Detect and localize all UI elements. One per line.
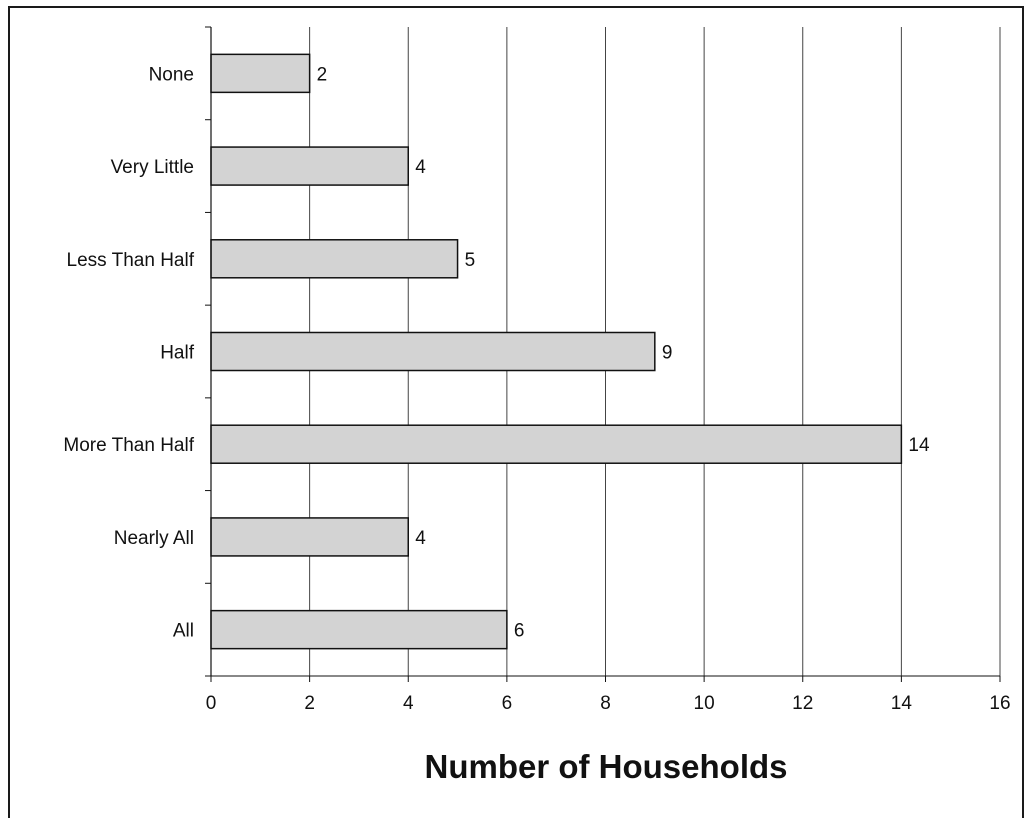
x-tick-label: 2 [304,693,315,714]
x-tick-label: 10 [694,693,715,714]
x-tick-label: 14 [891,693,913,714]
category-label: Nearly All [114,528,194,549]
x-axis-title: Number of Households [424,748,787,785]
bar [211,332,655,370]
bar [211,611,507,649]
x-tick-label: 12 [792,693,813,714]
data-label: 14 [908,435,930,456]
x-tick-label: 16 [989,693,1010,714]
category-label: Half [160,343,195,364]
bars [211,54,901,648]
data-label: 9 [662,343,673,364]
labels: 0 2 4 6 8 10 12 14 16 None 2 Very Little 4 Less Than … [63,64,1010,714]
data-label: 4 [415,157,426,178]
x-tick-label: 0 [206,693,217,714]
category-label: Very Little [111,157,194,178]
data-label: 5 [465,250,476,271]
bar [211,54,310,92]
bar [211,147,408,185]
category-label: All [173,621,194,642]
category-label: Less Than Half [67,250,195,271]
bar [211,240,458,278]
category-label: More Than Half [63,435,194,456]
bar [211,518,408,556]
data-label: 6 [514,621,525,642]
x-tick-label: 8 [600,693,611,714]
category-label: None [149,64,194,85]
data-label: 2 [317,64,328,85]
data-label: 4 [415,528,426,549]
x-tick-label: 6 [502,693,513,714]
bar [211,425,901,463]
x-tick-label: 4 [403,693,414,714]
